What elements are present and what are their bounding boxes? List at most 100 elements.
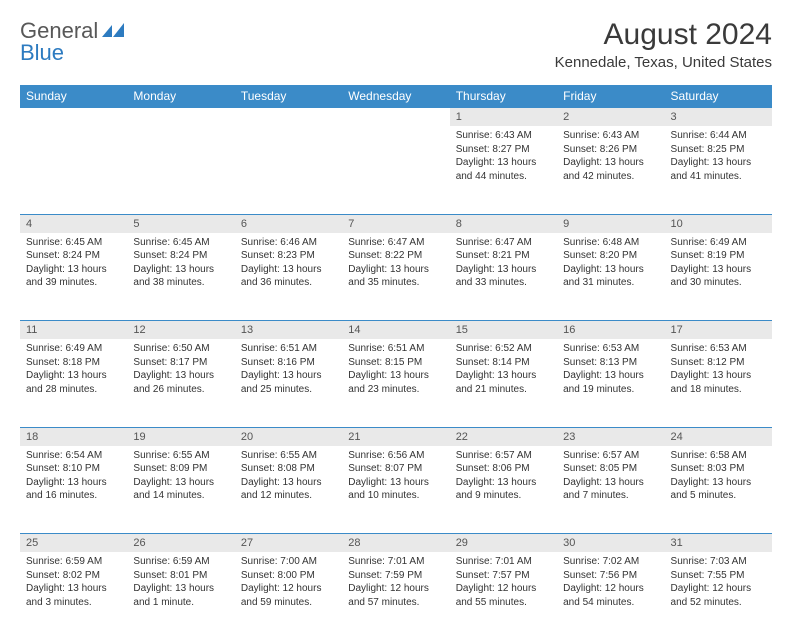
- logo: General Blue: [20, 18, 126, 66]
- day-cell: [20, 126, 127, 214]
- day-detail: Sunrise: 6:49 AMSunset: 8:19 PMDaylight:…: [665, 233, 772, 296]
- day-detail: Sunrise: 6:43 AMSunset: 8:27 PMDaylight:…: [450, 126, 557, 189]
- day-detail: Sunrise: 7:01 AMSunset: 7:57 PMDaylight:…: [450, 552, 557, 615]
- day-detail: Sunrise: 7:03 AMSunset: 7:55 PMDaylight:…: [665, 552, 772, 615]
- day-cell: [127, 126, 234, 214]
- day-number-cell: 1: [450, 108, 557, 127]
- day-number-cell: 15: [450, 321, 557, 340]
- day-cell: Sunrise: 6:53 AMSunset: 8:12 PMDaylight:…: [665, 339, 772, 427]
- day-number-cell: 17: [665, 321, 772, 340]
- day-cell: Sunrise: 6:47 AMSunset: 8:21 PMDaylight:…: [450, 233, 557, 321]
- title-block: August 2024 Kennedale, Texas, United Sta…: [555, 18, 772, 71]
- day-cell: Sunrise: 6:49 AMSunset: 8:19 PMDaylight:…: [665, 233, 772, 321]
- day-number-cell: 2: [557, 108, 664, 127]
- day-cell: Sunrise: 6:43 AMSunset: 8:26 PMDaylight:…: [557, 126, 664, 214]
- day-header: Monday: [127, 85, 234, 108]
- day-number-cell: 26: [127, 534, 234, 553]
- day-cell: Sunrise: 7:02 AMSunset: 7:56 PMDaylight:…: [557, 552, 664, 640]
- day-detail: Sunrise: 6:45 AMSunset: 8:24 PMDaylight:…: [20, 233, 127, 296]
- day-cell: Sunrise: 6:45 AMSunset: 8:24 PMDaylight:…: [20, 233, 127, 321]
- day-detail: Sunrise: 6:49 AMSunset: 8:18 PMDaylight:…: [20, 339, 127, 402]
- logo-flag-icon: [102, 21, 126, 42]
- day-detail: Sunrise: 6:47 AMSunset: 8:21 PMDaylight:…: [450, 233, 557, 296]
- day-cell: Sunrise: 6:55 AMSunset: 8:08 PMDaylight:…: [235, 446, 342, 534]
- day-detail: Sunrise: 6:47 AMSunset: 8:22 PMDaylight:…: [342, 233, 449, 296]
- day-detail: Sunrise: 6:46 AMSunset: 8:23 PMDaylight:…: [235, 233, 342, 296]
- day-cell: Sunrise: 6:55 AMSunset: 8:09 PMDaylight:…: [127, 446, 234, 534]
- day-cell: Sunrise: 6:48 AMSunset: 8:20 PMDaylight:…: [557, 233, 664, 321]
- day-detail: Sunrise: 6:45 AMSunset: 8:24 PMDaylight:…: [127, 233, 234, 296]
- day-cell: Sunrise: 7:01 AMSunset: 7:57 PMDaylight:…: [450, 552, 557, 640]
- day-detail: Sunrise: 7:02 AMSunset: 7:56 PMDaylight:…: [557, 552, 664, 615]
- day-number-cell: [127, 108, 234, 127]
- day-detail: Sunrise: 6:54 AMSunset: 8:10 PMDaylight:…: [20, 446, 127, 509]
- day-cell: Sunrise: 6:54 AMSunset: 8:10 PMDaylight:…: [20, 446, 127, 534]
- calendar-body: 1 23 Sunrise: 6:43 AMSunset: 8:27 PMDaylig…: [20, 108, 772, 640]
- day-number-cell: 21: [342, 427, 449, 446]
- day-header: Friday: [557, 85, 664, 108]
- day-number-cell: 6: [235, 214, 342, 233]
- day-number-cell: [342, 108, 449, 127]
- day-cell: Sunrise: 6:51 AMSunset: 8:16 PMDaylight:…: [235, 339, 342, 427]
- calendar-head: SundayMondayTuesdayWednesdayThursdayFrid…: [20, 85, 772, 108]
- day-number-cell: 27: [235, 534, 342, 553]
- day-cell: Sunrise: 6:47 AMSunset: 8:22 PMDaylight:…: [342, 233, 449, 321]
- day-cell: Sunrise: 6:49 AMSunset: 8:18 PMDaylight:…: [20, 339, 127, 427]
- day-detail: Sunrise: 6:50 AMSunset: 8:17 PMDaylight:…: [127, 339, 234, 402]
- day-cell: [235, 126, 342, 214]
- day-detail: Sunrise: 7:01 AMSunset: 7:59 PMDaylight:…: [342, 552, 449, 615]
- day-detail: Sunrise: 6:57 AMSunset: 8:05 PMDaylight:…: [557, 446, 664, 509]
- day-header: Tuesday: [235, 85, 342, 108]
- day-number-cell: 13: [235, 321, 342, 340]
- day-cell: Sunrise: 7:01 AMSunset: 7:59 PMDaylight:…: [342, 552, 449, 640]
- day-detail: Sunrise: 6:44 AMSunset: 8:25 PMDaylight:…: [665, 126, 772, 189]
- day-header: Thursday: [450, 85, 557, 108]
- day-header: Wednesday: [342, 85, 449, 108]
- day-cell: Sunrise: 7:03 AMSunset: 7:55 PMDaylight:…: [665, 552, 772, 640]
- day-cell: Sunrise: 6:59 AMSunset: 8:01 PMDaylight:…: [127, 552, 234, 640]
- day-number-cell: 10: [665, 214, 772, 233]
- day-number-cell: 25: [20, 534, 127, 553]
- day-detail: Sunrise: 6:43 AMSunset: 8:26 PMDaylight:…: [557, 126, 664, 189]
- day-cell: Sunrise: 6:59 AMSunset: 8:02 PMDaylight:…: [20, 552, 127, 640]
- day-detail: Sunrise: 6:51 AMSunset: 8:15 PMDaylight:…: [342, 339, 449, 402]
- day-detail: Sunrise: 6:57 AMSunset: 8:06 PMDaylight:…: [450, 446, 557, 509]
- day-detail: Sunrise: 6:53 AMSunset: 8:12 PMDaylight:…: [665, 339, 772, 402]
- day-cell: [342, 126, 449, 214]
- day-number-cell: 18: [20, 427, 127, 446]
- day-cell: Sunrise: 6:57 AMSunset: 8:05 PMDaylight:…: [557, 446, 664, 534]
- day-detail: Sunrise: 6:51 AMSunset: 8:16 PMDaylight:…: [235, 339, 342, 402]
- header: General Blue August 2024 Kennedale, Texa…: [20, 18, 772, 71]
- day-detail: Sunrise: 6:53 AMSunset: 8:13 PMDaylight:…: [557, 339, 664, 402]
- day-header: Saturday: [665, 85, 772, 108]
- day-number-cell: 9: [557, 214, 664, 233]
- day-cell: Sunrise: 6:44 AMSunset: 8:25 PMDaylight:…: [665, 126, 772, 214]
- day-cell: Sunrise: 6:46 AMSunset: 8:23 PMDaylight:…: [235, 233, 342, 321]
- day-number-cell: 20: [235, 427, 342, 446]
- page-subtitle: Kennedale, Texas, United States: [555, 54, 772, 71]
- day-number-cell: 14: [342, 321, 449, 340]
- day-detail: Sunrise: 7:00 AMSunset: 8:00 PMDaylight:…: [235, 552, 342, 615]
- day-number-cell: 4: [20, 214, 127, 233]
- day-number-cell: 31: [665, 534, 772, 553]
- day-number-cell: 23: [557, 427, 664, 446]
- day-number-cell: 16: [557, 321, 664, 340]
- day-cell: Sunrise: 6:56 AMSunset: 8:07 PMDaylight:…: [342, 446, 449, 534]
- day-number-cell: 22: [450, 427, 557, 446]
- day-number-cell: [235, 108, 342, 127]
- day-number-cell: [20, 108, 127, 127]
- day-cell: Sunrise: 7:00 AMSunset: 8:00 PMDaylight:…: [235, 552, 342, 640]
- page-title: August 2024: [555, 18, 772, 52]
- day-number-cell: 29: [450, 534, 557, 553]
- day-number-cell: 28: [342, 534, 449, 553]
- day-number-cell: 7: [342, 214, 449, 233]
- day-number-cell: 19: [127, 427, 234, 446]
- day-cell: Sunrise: 6:52 AMSunset: 8:14 PMDaylight:…: [450, 339, 557, 427]
- day-detail: Sunrise: 6:59 AMSunset: 8:01 PMDaylight:…: [127, 552, 234, 615]
- day-number-cell: 24: [665, 427, 772, 446]
- day-detail: Sunrise: 6:56 AMSunset: 8:07 PMDaylight:…: [342, 446, 449, 509]
- day-cell: Sunrise: 6:51 AMSunset: 8:15 PMDaylight:…: [342, 339, 449, 427]
- day-cell: Sunrise: 6:58 AMSunset: 8:03 PMDaylight:…: [665, 446, 772, 534]
- day-number-cell: 11: [20, 321, 127, 340]
- day-number-cell: 8: [450, 214, 557, 233]
